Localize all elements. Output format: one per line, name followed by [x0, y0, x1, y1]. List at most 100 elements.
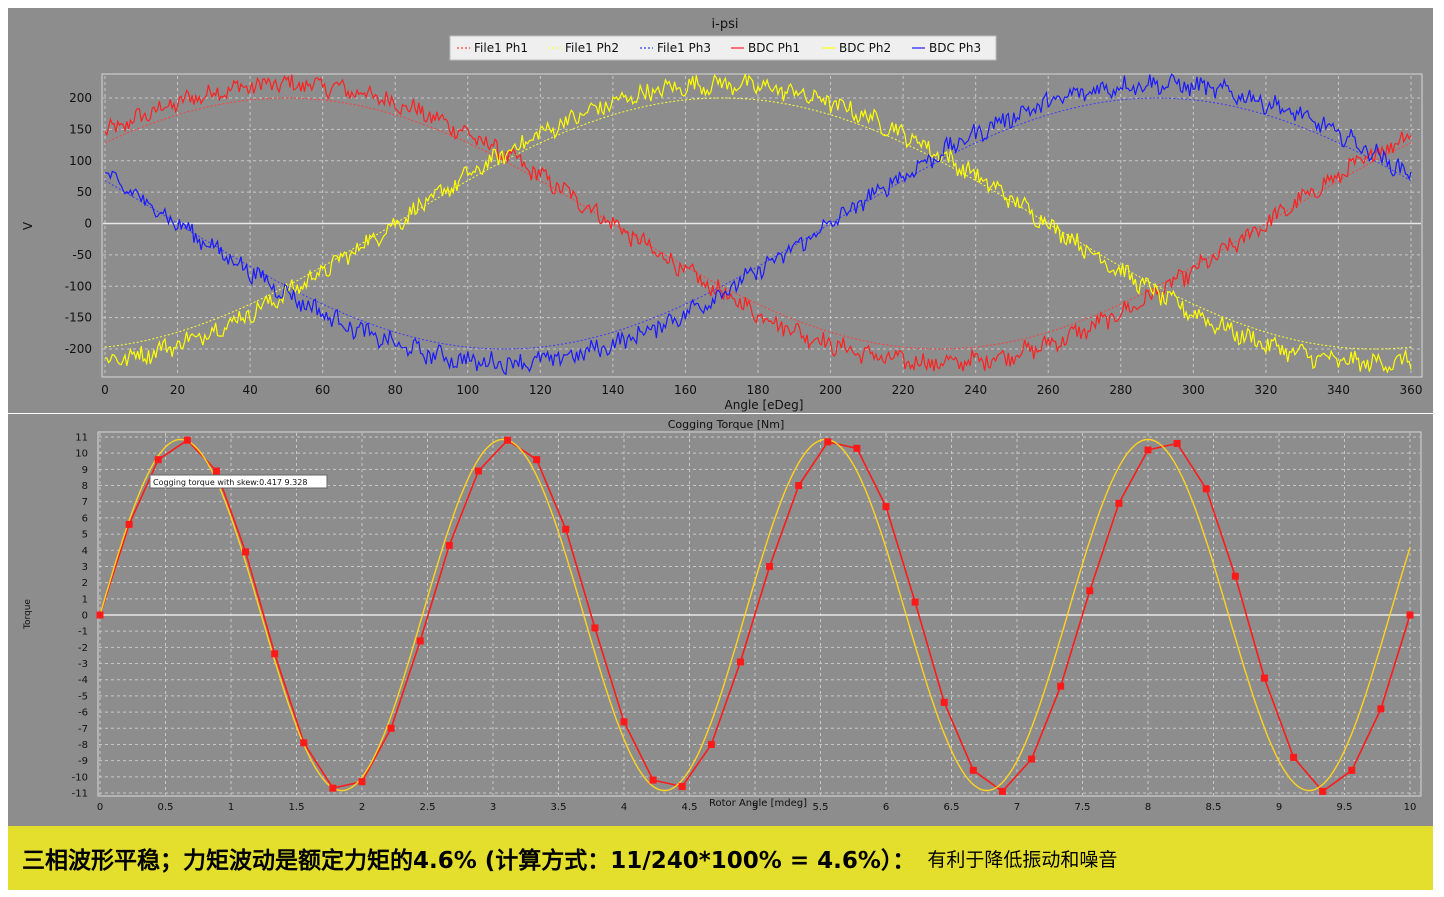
top-x-tick-label: 140 — [601, 383, 624, 397]
top-x-tick-label: 60 — [315, 383, 330, 397]
cogging-data-point — [504, 436, 512, 444]
voltage-chart: i-psi File1 Ph1 File1 Ph2 File1 Ph3 BDC Ph1… — [21, 17, 1423, 412]
bottom-chart-title: Cogging Torque [Nm] — [668, 418, 785, 431]
cogging-data-point — [1057, 682, 1065, 690]
cogging-data-point — [1319, 787, 1327, 795]
bottom-y-tick-label: 8 — [82, 481, 88, 492]
cogging-fit-line — [99, 438, 1411, 792]
cogging-data-point — [533, 456, 541, 464]
top-x-tick-label: 20 — [170, 383, 185, 397]
cogging-data-point — [824, 438, 832, 446]
bottom-x-tick-label: 8 — [1145, 802, 1151, 813]
top-x-tick-label: 280 — [1109, 383, 1132, 397]
bottom-y-tick-label: 11 — [75, 433, 88, 444]
bottom-x-tick-label: 7.5 — [1075, 802, 1091, 813]
top-y-tick-label: -200 — [65, 342, 92, 356]
cogging-data-point — [940, 698, 948, 706]
cogging-data-point — [1406, 611, 1414, 619]
top-series-line — [104, 97, 1412, 350]
cogging-data-point — [969, 766, 977, 774]
top-y-tick-label: -50 — [72, 248, 92, 262]
cogging-data-point — [125, 520, 133, 528]
top-y-tick-label: 100 — [69, 154, 92, 168]
bottom-x-axis-label: Rotor Angle [mdeg] — [709, 798, 807, 809]
top-x-tick-label: 240 — [964, 383, 987, 397]
bottom-x-tick-label: 5 — [752, 802, 758, 813]
top-panel-background — [8, 8, 1433, 413]
summary-banner: 三相波形平稳；力矩波动是额定力矩的4.6% (计算方式：11/240*100% … — [8, 826, 1433, 890]
bottom-y-tick-label: -6 — [78, 708, 88, 719]
cogging-data-point — [1290, 753, 1298, 761]
cogging-data-point — [678, 783, 686, 791]
cogging-data-point — [620, 718, 628, 726]
cogging-annotation-text: Cogging torque with skew:0.417 9.328 — [153, 478, 307, 487]
bottom-y-tick-label: -2 — [78, 643, 88, 654]
bottom-y-tick-label: 10 — [75, 449, 88, 460]
bottom-y-tick-label: 4 — [82, 546, 88, 557]
top-chart-title: i-psi — [712, 17, 739, 32]
cogging-data-point — [591, 624, 599, 632]
top-y-tick-label: -150 — [65, 311, 92, 325]
bottom-y-tick-label: -8 — [78, 740, 88, 751]
bottom-y-tick-label: -9 — [78, 756, 88, 767]
bottom-x-tick-label: 9.5 — [1337, 802, 1353, 813]
bottom-x-tick-label: 0.5 — [158, 802, 174, 813]
bottom-x-tick-label: 6 — [883, 802, 889, 813]
bottom-x-tick-label: 1.5 — [289, 802, 305, 813]
top-x-tick-label: 360 — [1400, 383, 1423, 397]
cogging-data-point — [300, 739, 308, 747]
bottom-x-tick-label: 6.5 — [944, 802, 960, 813]
cogging-data-point — [329, 784, 337, 792]
top-series-line — [104, 97, 1412, 350]
top-x-tick-label: 0 — [101, 383, 109, 397]
cogging-data-point — [707, 740, 715, 748]
top-x-tick-label: 220 — [892, 383, 915, 397]
top-x-tick-label: 100 — [456, 383, 479, 397]
bottom-x-tick-label: 4.5 — [682, 802, 698, 813]
cogging-data-point — [212, 467, 220, 475]
summary-note-text: 有利于降低振动和噪音 — [927, 848, 1118, 871]
bottom-y-tick-label: 5 — [82, 530, 88, 541]
cogging-data-point — [998, 787, 1006, 795]
bottom-x-tick-label: 7 — [1014, 802, 1020, 813]
top-x-tick-label: 80 — [388, 383, 403, 397]
bottom-x-tick-label: 3 — [490, 802, 496, 813]
cogging-data-point — [183, 436, 191, 444]
top-x-axis-label: Angle [eDeg] — [725, 398, 804, 412]
bottom-x-tick-label: 5.5 — [813, 802, 829, 813]
cogging-data-point — [853, 444, 861, 452]
cogging-data-point — [445, 541, 453, 549]
bottom-y-tick-label: 7 — [82, 497, 88, 508]
bottom-y-tick-label: 0 — [82, 611, 88, 622]
top-series-line — [105, 73, 1412, 376]
bottom-x-tick-label: 2 — [359, 802, 365, 813]
bottom-y-axis-label: Torque — [23, 599, 33, 630]
cogging-data-point — [1348, 766, 1356, 774]
bottom-x-tick-label: 8.5 — [1206, 802, 1222, 813]
bottom-y-tick-label: -3 — [78, 659, 88, 670]
cogging-data-point — [1028, 755, 1036, 763]
top-y-axis-label: V — [21, 221, 35, 230]
cogging-annotation-box — [149, 474, 328, 489]
cogging-data-point — [387, 724, 395, 732]
cogging-sampled-line — [99, 439, 1411, 793]
legend-label: BDC Ph1 — [748, 41, 800, 55]
legend-label: File1 Ph2 — [565, 41, 619, 55]
top-x-tick-label: 200 — [819, 383, 842, 397]
legend-label: BDC Ph3 — [929, 41, 981, 55]
top-y-tick-label: 50 — [77, 185, 92, 199]
bottom-y-tick-label: -5 — [78, 691, 88, 702]
cogging-torque-chart: Cogging Torque [Nm] 0 0.5 1 1.5 2 2.5 3 3.5 4 4.5… — [23, 418, 1422, 813]
top-series-line — [104, 97, 1412, 350]
top-chart-legend — [449, 35, 997, 61]
legend-label: BDC Ph2 — [839, 41, 891, 55]
top-x-tick-label: 340 — [1327, 383, 1350, 397]
cogging-data-point — [736, 658, 744, 666]
cogging-data-point — [416, 637, 424, 645]
legend-label: File1 Ph1 — [474, 41, 528, 55]
top-x-tick-label: 260 — [1037, 383, 1060, 397]
legend-label: File1 Ph3 — [657, 41, 711, 55]
bottom-y-tick-label: 2 — [82, 578, 88, 589]
top-x-tick-label: 180 — [747, 383, 770, 397]
